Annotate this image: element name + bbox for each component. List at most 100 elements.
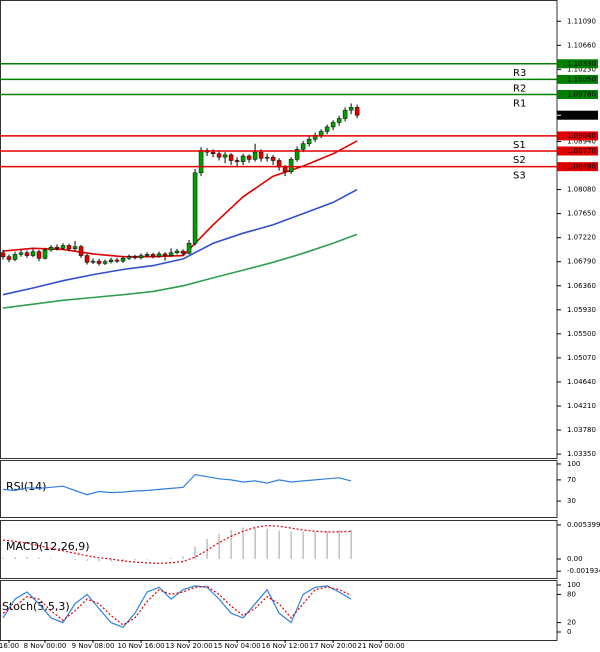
y-tick-label: 1.10230	[567, 65, 596, 73]
level-name: S1	[513, 140, 526, 151]
x-tick-label: 8 Nov 00:00	[24, 642, 67, 650]
candle-body	[156, 253, 162, 257]
candle-body	[222, 154, 228, 158]
candle-body	[72, 246, 78, 250]
panel-frame	[0, 580, 558, 641]
level-price-box	[557, 131, 598, 141]
candle-body	[84, 255, 90, 263]
y-tick-label: 1.07220	[567, 234, 596, 242]
y-tick-label: 70	[567, 476, 576, 484]
y-tick-label: 1.05500	[567, 330, 596, 338]
level-price-label: 1.09780	[567, 91, 596, 99]
series-line	[2, 188, 358, 296]
indicator-title: MACD(12,26,9)	[6, 540, 90, 553]
candle-body	[228, 154, 234, 161]
y-tick-label: 100	[567, 581, 580, 589]
candle-body	[210, 151, 216, 155]
level-name: S3	[513, 171, 526, 182]
candle-body	[198, 150, 204, 174]
candle-body	[348, 107, 354, 111]
level-price-box	[557, 74, 598, 84]
candle-body	[66, 245, 72, 250]
candle-body	[120, 258, 126, 262]
x-tick-label: 9 Nov 08:00	[72, 642, 115, 650]
candle-body	[336, 118, 342, 123]
candle-body	[90, 260, 96, 263]
series-line	[2, 585, 352, 626]
level-price-label: 1.08770	[567, 147, 596, 155]
candle-body	[54, 246, 60, 249]
level-name: R2	[513, 83, 526, 94]
level-price-box	[557, 90, 598, 100]
candle-body	[174, 250, 180, 254]
indicator-title: Stoch(5,5,3)	[2, 600, 70, 613]
panel-frame	[0, 520, 558, 579]
series-line	[2, 473, 352, 496]
x-tick-label: 15 Nov 04:00	[213, 642, 260, 650]
level-price-label: 1.10330	[567, 60, 596, 68]
candle-body	[306, 138, 312, 144]
candle-body	[138, 255, 144, 259]
level-name: R3	[513, 68, 526, 79]
candle-body	[18, 252, 24, 255]
level-price-box	[557, 146, 598, 156]
candle-body	[216, 153, 222, 158]
y-tick-label: 0.005399	[567, 521, 600, 529]
candle-body	[282, 166, 288, 172]
candle-body	[108, 259, 114, 262]
y-tick-label: 1.08080	[567, 186, 596, 194]
level-price-box	[557, 59, 598, 69]
candle-body	[114, 259, 120, 262]
y-tick-label: -0.001934	[567, 567, 600, 575]
candle-body	[258, 151, 264, 159]
candle-body	[30, 251, 36, 256]
candle-body	[240, 155, 246, 162]
level-price-label: 1.09040	[567, 132, 596, 140]
candle-body	[252, 151, 258, 160]
series-line	[2, 233, 358, 309]
candle-body	[330, 122, 336, 128]
level-price-label: 1.10050	[567, 75, 596, 83]
candle-body	[180, 250, 186, 254]
candle-body	[324, 126, 330, 132]
candle-body	[300, 143, 306, 150]
y-tick-label: 1.10660	[567, 41, 596, 49]
candle-body	[354, 107, 360, 116]
candle-body	[270, 156, 276, 161]
panel-frame	[0, 460, 558, 518]
last-price-box	[557, 110, 598, 120]
y-tick-label: 0.00	[567, 555, 583, 563]
level-price-label: 1.08490	[567, 163, 596, 171]
y-tick-label: 1.05930	[567, 306, 596, 314]
panel-frame	[0, 0, 558, 459]
candle-body	[48, 246, 54, 251]
level-price-box	[557, 162, 598, 172]
y-tick-label: 1.11090	[567, 17, 596, 25]
candle-body	[162, 253, 168, 256]
candle-body	[24, 252, 30, 256]
x-tick-label: 21 Nov 00:00	[358, 642, 405, 650]
last-price-label: 1.09410	[567, 111, 596, 119]
y-tick-label: 20	[567, 619, 576, 627]
candle-body	[126, 256, 132, 259]
level-name: S2	[513, 155, 526, 166]
y-tick-label: 80	[567, 590, 576, 598]
series-line	[2, 524, 352, 565]
candle-body	[42, 249, 48, 259]
candle-body	[60, 245, 66, 249]
candle-body	[78, 246, 84, 256]
x-tick-label: 16:00	[0, 642, 19, 650]
y-tick-label: 1.03780	[567, 426, 596, 434]
y-tick-label: 1.08940	[567, 137, 596, 145]
x-tick-label: 13 Nov 20:00	[165, 642, 212, 650]
level-name: R1	[513, 99, 526, 110]
candle-body	[132, 256, 138, 259]
y-tick-label: 1.04640	[567, 378, 596, 386]
y-tick-label: 1.07650	[567, 210, 596, 218]
y-tick-label: 30	[567, 497, 576, 505]
candle-body	[186, 243, 192, 254]
y-tick-label: 1.06790	[567, 258, 596, 266]
candle-body	[342, 109, 348, 119]
x-tick-label: 16 Nov 12:00	[262, 642, 309, 650]
